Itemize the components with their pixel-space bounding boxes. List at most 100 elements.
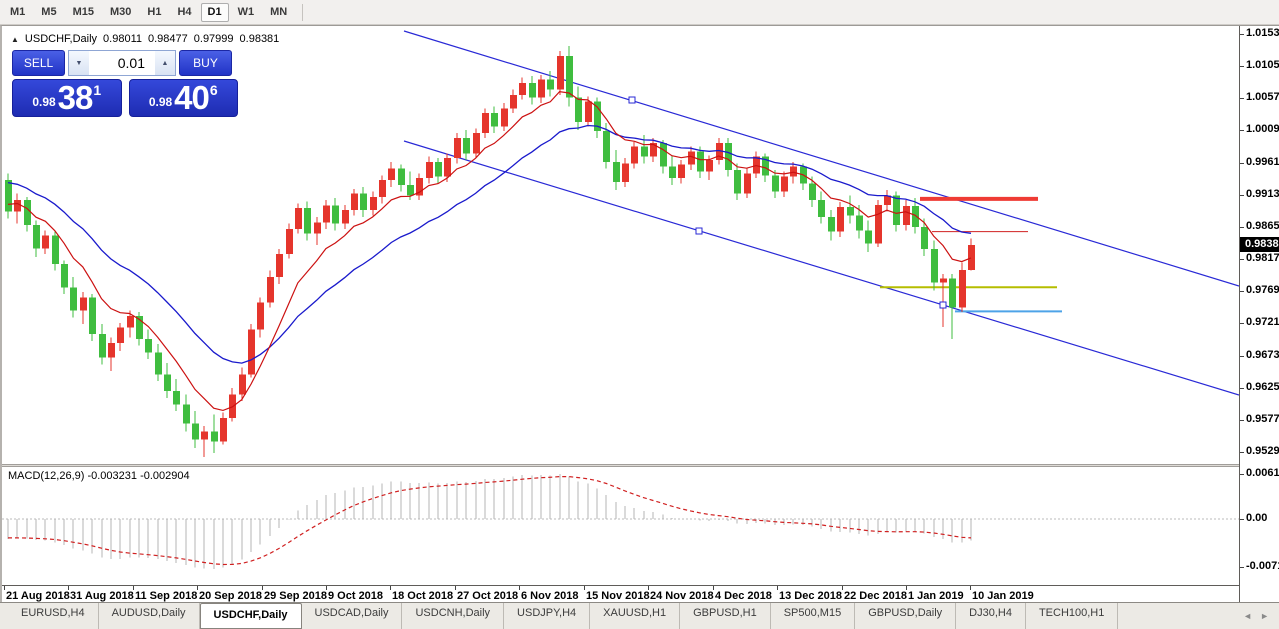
macd-signal-line bbox=[8, 476, 972, 566]
candlestick-chart bbox=[5, 30, 1239, 457]
panel-splitter[interactable] bbox=[2, 464, 1279, 467]
time-axis-tick bbox=[713, 586, 714, 590]
chart-tab-usdchf-daily[interactable]: USDCHF,Daily bbox=[199, 603, 302, 629]
time-axis-tick bbox=[390, 586, 391, 590]
price-axis-tick bbox=[1240, 194, 1244, 196]
tab-scroll-right-icon[interactable]: ► bbox=[1260, 611, 1269, 621]
volume-decrease-button[interactable]: ▼ bbox=[68, 50, 89, 76]
timeframe-m15[interactable]: M15 bbox=[72, 5, 94, 18]
time-axis-tick bbox=[519, 586, 520, 590]
buy-price-panel[interactable]: 0.98 40 6 bbox=[128, 79, 238, 117]
volume-increase-button[interactable]: ▲ bbox=[155, 50, 176, 76]
chart-tab-audusd-daily[interactable]: AUDUSD,Daily bbox=[99, 603, 200, 629]
time-axis-tick bbox=[4, 586, 5, 590]
trendline-handle[interactable] bbox=[939, 301, 947, 309]
price-axis-tick bbox=[1240, 162, 1244, 164]
sell-price-panel[interactable]: 0.98 38 1 bbox=[12, 79, 122, 117]
ohlc-close: 0.98381 bbox=[239, 33, 280, 45]
buy-price-big: 40 bbox=[174, 79, 210, 116]
chart-header: ▲ USDCHF,Daily 0.98011 0.98477 0.97999 0… bbox=[11, 33, 279, 45]
chart-tab-gbpusd-daily[interactable]: GBPUSD,Daily bbox=[855, 603, 957, 629]
chart-tab-dj30-h4[interactable]: DJ30,H4 bbox=[956, 603, 1026, 629]
price-axis-tick bbox=[1240, 323, 1244, 325]
chart-tab-usdcnh-daily[interactable]: USDCNH,Daily bbox=[402, 603, 505, 629]
timeframe-h1[interactable]: H1 bbox=[147, 5, 162, 18]
time-axis-label: 27 Oct 2018 bbox=[457, 590, 519, 602]
timeframe-d1[interactable]: D1 bbox=[200, 2, 229, 22]
time-axis-label: 9 Oct 2018 bbox=[328, 590, 384, 602]
price-axis-label: 1.00570 bbox=[1246, 91, 1279, 104]
time-axis-label: 31 Aug 2018 bbox=[70, 590, 134, 602]
chart-tab-tech100-h1[interactable]: TECH100,H1 bbox=[1026, 603, 1119, 629]
chart-tab-eurusd-h4[interactable]: EURUSD,H4 bbox=[8, 603, 99, 629]
macd-indicator-panel: MACD(12,26,9) -0.003231 -0.002904 bbox=[2, 467, 1239, 585]
volume-input[interactable] bbox=[89, 50, 155, 76]
sell-price-small: 0.98 bbox=[32, 95, 56, 109]
price-axis-tick bbox=[1240, 291, 1244, 293]
price-axis-tick bbox=[1240, 355, 1244, 357]
trendline-handle[interactable] bbox=[695, 227, 703, 235]
collapse-trade-panel-icon[interactable]: ▲ bbox=[11, 34, 19, 44]
macd-axis-tick bbox=[1240, 567, 1244, 568]
timeframe-m1[interactable]: M1 bbox=[10, 5, 26, 18]
price-axis-tick bbox=[1240, 259, 1244, 261]
timeframe-mn[interactable]: MN bbox=[270, 5, 288, 18]
time-axis-tick bbox=[326, 586, 327, 590]
time-axis-label: 10 Jan 2019 bbox=[972, 590, 1034, 602]
time-axis-label: 20 Sep 2018 bbox=[199, 590, 262, 602]
ohlc-high: 0.98477 bbox=[148, 33, 188, 45]
trendline-handle[interactable] bbox=[628, 96, 636, 104]
buy-price-small: 0.98 bbox=[148, 95, 173, 109]
chart-tab-usdjpy-h4[interactable]: USDJPY,H4 bbox=[504, 603, 591, 629]
price-axis-label: 1.01050 bbox=[1246, 59, 1279, 72]
macd-histogram bbox=[7, 474, 972, 569]
moving-average-fast bbox=[7, 90, 972, 412]
macd-chart bbox=[2, 474, 1239, 569]
timeframe-m30[interactable]: M30 bbox=[109, 5, 132, 18]
price-axis-tick bbox=[1240, 130, 1244, 132]
chart-tab-gbpusd-h1[interactable]: GBPUSD,H1 bbox=[680, 603, 771, 629]
chart-tab-sp500-m15[interactable]: SP500,M15 bbox=[771, 603, 856, 629]
sell-button[interactable]: SELL bbox=[12, 50, 65, 76]
time-axis-label: 22 Dec 2018 bbox=[844, 590, 907, 602]
time-axis-tick bbox=[842, 586, 843, 590]
trendline-channel-lower[interactable] bbox=[403, 140, 1239, 396]
price-axis-tick bbox=[1240, 387, 1244, 389]
time-axis-label: 24 Nov 2018 bbox=[650, 590, 714, 602]
chart-tab-usdcad-daily[interactable]: USDCAD,Daily bbox=[302, 603, 403, 629]
chart-tab-bar: EURUSD,H4 AUDUSD,Daily USDCHF,Daily USDCAD,… bbox=[0, 602, 1279, 629]
chart-tab-xauusd-h1[interactable]: XAUUSD,H1 bbox=[590, 603, 681, 629]
trendline-channel-upper[interactable] bbox=[403, 30, 1239, 287]
timeframe-toolbar: M1 M5 M15 M30 H1 H4 D1 W1 MN bbox=[0, 0, 1279, 25]
time-axis-label: 21 Aug 2018 bbox=[6, 590, 70, 602]
timeframe-m5[interactable]: M5 bbox=[41, 5, 57, 18]
time-axis-tick bbox=[133, 586, 134, 590]
timeframe-w1[interactable]: W1 bbox=[237, 5, 255, 18]
time-axis-tick bbox=[648, 586, 649, 590]
chart-workspace: ▲ USDCHF,Daily 0.98011 0.98477 0.97999 0… bbox=[0, 25, 1279, 603]
arrow-down-icon: ▼ bbox=[75, 59, 83, 67]
time-axis-label: 6 Nov 2018 bbox=[521, 590, 579, 602]
time-axis-tick bbox=[777, 586, 778, 590]
main-chart-panel[interactable]: ▲ USDCHF,Daily 0.98011 0.98477 0.97999 0… bbox=[2, 26, 1239, 464]
timeframe-h4[interactable]: H4 bbox=[177, 5, 192, 18]
candles-group bbox=[5, 46, 975, 457]
arrow-up-icon: ▲ bbox=[161, 59, 169, 67]
time-axis[interactable]: 21 Aug 2018 31 Aug 2018 11 Sep 2018 20 Sep … bbox=[2, 585, 1239, 603]
macd-axis-label: 0.00 bbox=[1246, 512, 1268, 524]
time-axis-tick bbox=[197, 586, 198, 590]
tab-scroll-left-icon[interactable]: ◄ bbox=[1243, 611, 1253, 621]
sell-price-big: 38 bbox=[57, 79, 94, 116]
time-axis-label: 4 Dec 2018 bbox=[715, 590, 772, 602]
buy-button[interactable]: BUY bbox=[179, 50, 232, 76]
